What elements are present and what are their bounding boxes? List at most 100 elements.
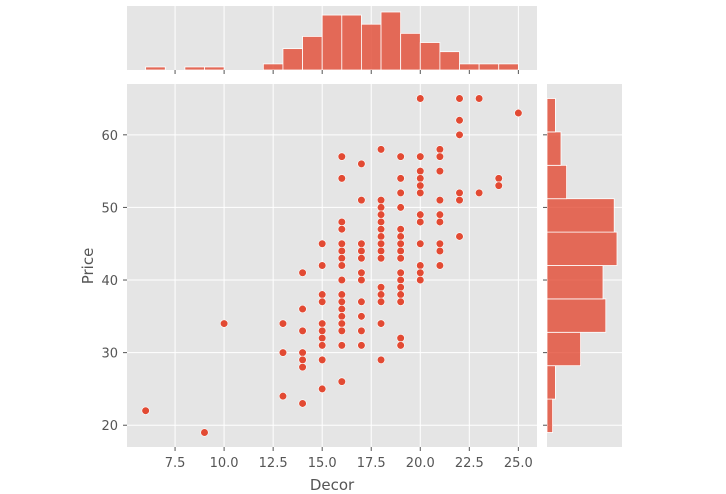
- x-axis-title: Decor: [310, 476, 355, 494]
- scatter-point: [416, 239, 425, 248]
- scatter-point: [318, 334, 327, 343]
- scatter-point: [475, 188, 484, 197]
- scatter-point: [396, 188, 405, 197]
- scatter-point: [318, 384, 327, 394]
- scatter-point: [376, 210, 386, 219]
- scatter-point: [337, 225, 346, 234]
- scatter-point: [396, 268, 405, 277]
- x-histogram-bar: [419, 42, 441, 71]
- scatter-point: [416, 210, 425, 219]
- scatter-point: [376, 232, 386, 241]
- y-tick-label: 40: [101, 274, 118, 289]
- scatter-point: [435, 196, 444, 205]
- scatter-point: [376, 217, 386, 227]
- scatter-point: [455, 116, 464, 125]
- scatter-point: [435, 239, 444, 248]
- x-histogram-bar: [400, 32, 421, 71]
- scatter-point: [376, 355, 386, 364]
- scatter-point: [376, 254, 386, 263]
- scatter-point: [357, 326, 366, 335]
- x-histogram-bar: [439, 51, 460, 71]
- scatter-point: [435, 246, 444, 256]
- x-tick-label: 17.5: [357, 456, 386, 471]
- x-histogram-bar: [361, 23, 382, 71]
- x-tick-label: 15.0: [308, 456, 337, 471]
- top-histogram-bars: [145, 11, 519, 71]
- scatter-point: [416, 261, 425, 270]
- scatter-point: [396, 174, 405, 183]
- y-histogram-bar: [546, 365, 556, 400]
- scatter-point: [396, 232, 405, 241]
- y-histogram-bar: [546, 198, 615, 233]
- scatter-point: [494, 174, 503, 183]
- x-tick-label: 20.0: [406, 456, 435, 471]
- x-tick-label: 22.5: [455, 456, 484, 471]
- scatter-point: [416, 217, 425, 227]
- scatter-point: [455, 232, 464, 241]
- scatter-point: [220, 319, 229, 328]
- scatter-point: [416, 174, 425, 183]
- scatter-point: [416, 188, 425, 197]
- scatter-point: [357, 196, 366, 205]
- y-tick-label: 50: [101, 201, 118, 216]
- y-tick-label: 60: [101, 129, 118, 144]
- scatter-point: [357, 341, 366, 350]
- scatter-point: [318, 326, 327, 335]
- scatter-point: [318, 239, 327, 248]
- scatter-point: [376, 246, 386, 256]
- scatter-point: [435, 152, 444, 161]
- scatter-point: [298, 355, 307, 364]
- scatter-point: [278, 392, 288, 401]
- y-tick-label: 20: [101, 419, 118, 434]
- scatter-point: [337, 254, 346, 263]
- scatter-point: [318, 319, 327, 328]
- scatter-point: [357, 254, 366, 263]
- scatter-point: [376, 290, 386, 299]
- scatter-point: [416, 268, 425, 277]
- x-histogram-bar: [282, 48, 303, 71]
- scatter-point: [298, 326, 307, 335]
- scatter-point: [337, 152, 346, 161]
- scatter-point: [396, 275, 405, 285]
- scatter-panel: [127, 84, 537, 447]
- scatter-point: [396, 254, 405, 263]
- x-tick-label: 10.0: [210, 456, 239, 471]
- y-histogram-bar: [546, 298, 607, 333]
- scatter-point: [337, 341, 346, 350]
- x-histogram-bar: [341, 14, 362, 71]
- scatter-point: [376, 319, 386, 328]
- scatter-point: [396, 341, 405, 350]
- scatter-point: [435, 217, 444, 227]
- scatter-point: [278, 319, 288, 328]
- scatter-point: [298, 348, 307, 357]
- scatter-point: [416, 152, 425, 161]
- scatter-point: [357, 246, 366, 256]
- scatter-point: [337, 297, 346, 306]
- x-histogram-bar: [204, 66, 225, 71]
- scatter-point: [416, 94, 425, 103]
- y-histogram-bar: [546, 331, 581, 367]
- scatter-point: [376, 203, 386, 212]
- scatter-point: [318, 290, 327, 299]
- scatter-point: [337, 275, 346, 285]
- scatter-point: [298, 304, 307, 314]
- scatter-point: [475, 94, 484, 103]
- x-histogram-bar: [380, 11, 402, 71]
- scatter-point: [337, 377, 346, 386]
- scatter-point: [357, 275, 366, 285]
- scatter-point: [416, 167, 425, 176]
- scatter-point: [298, 399, 307, 408]
- scatter-point: [416, 275, 425, 285]
- x-histogram-bar: [498, 63, 519, 71]
- scatter-point: [337, 174, 346, 183]
- y-axis-title: Price: [79, 248, 97, 285]
- y-histogram-bar: [546, 98, 556, 133]
- scatter-point: [396, 239, 405, 248]
- x-histogram-bar: [262, 63, 284, 71]
- scatter-point: [357, 297, 366, 306]
- scatter-point: [396, 203, 405, 212]
- scatter-point: [357, 268, 366, 277]
- scatter-point: [455, 188, 464, 197]
- scatter-point: [200, 428, 209, 437]
- scatter-point: [357, 312, 366, 321]
